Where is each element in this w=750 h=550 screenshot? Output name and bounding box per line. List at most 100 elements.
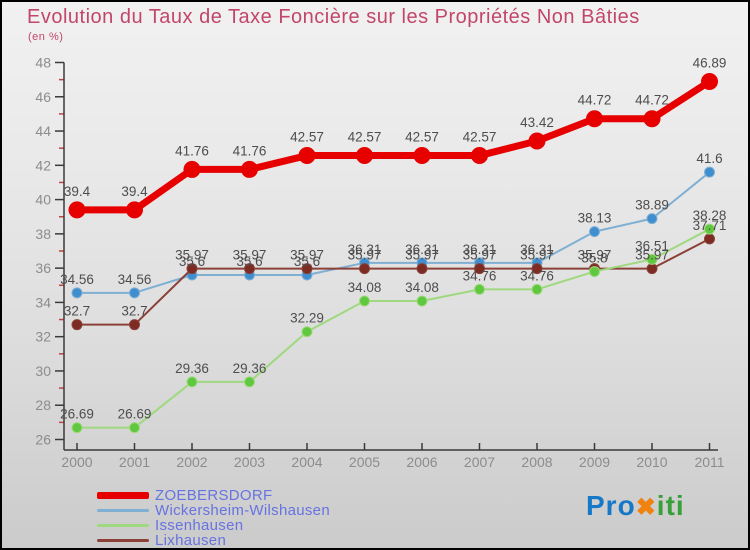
page-title: Evolution du Taux de Taxe Foncière sur l…	[27, 6, 640, 28]
chart-legend: ZOEBERSDORF Wickersheim-Wilshausen Issen…	[97, 488, 330, 548]
y-tick-label: 34	[35, 294, 51, 310]
page-subtitle: (en %)	[28, 31, 64, 43]
data-point	[704, 233, 715, 245]
data-label: 35.97	[290, 248, 324, 263]
data-label: 34.08	[405, 280, 439, 295]
data-point	[301, 263, 313, 275]
data-label: 32.7	[64, 304, 90, 319]
data-label: 36.51	[635, 238, 669, 253]
data-label: 35.97	[405, 248, 439, 263]
data-point	[589, 266, 600, 278]
data-label: 35.97	[635, 248, 669, 263]
logo-text-iti: iti	[656, 490, 685, 521]
data-point	[129, 319, 140, 331]
data-label: 44.72	[578, 93, 612, 108]
data-label: 41.76	[233, 143, 267, 158]
data-point	[298, 147, 316, 165]
data-point	[71, 422, 83, 434]
data-point	[186, 263, 198, 275]
data-point	[359, 263, 370, 275]
x-tick-label: 2001	[119, 454, 150, 470]
x-tick-label: 2010	[636, 454, 667, 470]
x-tick-label: 2003	[234, 454, 265, 470]
data-point	[416, 295, 428, 307]
data-label: 46.89	[693, 56, 727, 71]
proxiti-logo: Pro✖iti	[586, 490, 685, 522]
y-tick-label: 28	[35, 397, 51, 413]
x-tick-label: 2004	[291, 454, 322, 470]
data-label: 35.97	[348, 248, 382, 263]
data-label: 35.97	[175, 248, 209, 263]
y-tick-label: 42	[35, 157, 51, 173]
data-point	[474, 263, 485, 275]
data-point	[646, 263, 658, 275]
data-point	[704, 166, 715, 178]
data-label: 26.69	[118, 407, 152, 422]
y-tick-label: 36	[35, 260, 51, 276]
data-label: 36.31	[405, 242, 439, 257]
data-point	[416, 263, 428, 275]
legend-swatch-green-line	[97, 524, 149, 527]
legend-item-wickersheim-wilshausen: Wickersheim-Wilshausen	[97, 503, 330, 518]
data-point	[71, 287, 83, 299]
data-point	[129, 422, 140, 434]
legend-swatch-red-line	[97, 492, 149, 499]
data-label: 38.89	[635, 198, 669, 213]
legend-item-zoebersdorf: ZOEBERSDORF	[97, 488, 330, 503]
data-point	[531, 263, 543, 275]
x-tick-label: 2007	[464, 454, 495, 470]
data-label: 35.97	[578, 248, 612, 263]
data-point	[646, 213, 658, 225]
legend-label: ZOEBERSDORF	[155, 487, 273, 504]
series-line-issenhausen	[76, 228, 711, 429]
data-label: 44.72	[635, 93, 669, 108]
data-point	[474, 283, 485, 295]
data-label: 26.69	[60, 407, 94, 422]
data-label: 42.57	[463, 130, 497, 145]
data-label: 36.31	[348, 242, 382, 257]
y-tick-label: 40	[35, 192, 51, 208]
data-label: 39.4	[121, 184, 148, 199]
data-label: 36.31	[520, 242, 554, 257]
data-label: 35.6	[179, 254, 205, 269]
data-label: 32.7	[121, 304, 147, 319]
series-line-wickersheim-wilshausen	[76, 171, 711, 294]
data-label: 41.6	[696, 151, 722, 166]
data-point	[586, 110, 603, 128]
data-point	[356, 147, 373, 165]
y-tick-label: 38	[35, 226, 51, 242]
data-label: 42.57	[405, 130, 439, 145]
data-point	[241, 160, 258, 178]
data-point	[71, 319, 83, 331]
data-point	[643, 110, 661, 128]
data-label: 42.57	[348, 130, 382, 145]
x-tick-label: 2009	[579, 454, 610, 470]
data-point	[68, 201, 86, 219]
legend-swatch-blue-line	[97, 509, 149, 512]
data-point	[701, 73, 718, 91]
series-line-zoebersdorf	[73, 78, 713, 214]
data-point	[186, 376, 198, 388]
data-point	[528, 132, 546, 150]
y-tick-label: 32	[35, 329, 51, 345]
legend-label: Lixhausen	[155, 532, 227, 549]
data-point	[183, 160, 201, 178]
data-point	[704, 223, 715, 235]
data-label: 34.76	[463, 268, 497, 283]
data-label: 34.08	[348, 280, 382, 295]
data-point	[471, 147, 488, 165]
data-point	[244, 263, 255, 275]
data-label: 34.56	[60, 272, 94, 287]
data-label: 35.8	[581, 251, 607, 266]
data-point	[589, 226, 600, 238]
data-label: 41.76	[175, 143, 209, 158]
data-label: 35.6	[294, 254, 320, 269]
y-tick-label: 30	[35, 363, 51, 379]
data-label: 34.76	[520, 268, 554, 283]
x-tick-label: 2008	[521, 454, 552, 470]
data-label: 36.31	[463, 242, 497, 257]
x-tick-label: 2011	[694, 454, 724, 470]
legend-swatch-brown-line	[97, 539, 149, 542]
data-point	[646, 253, 658, 265]
data-label: 38.13	[578, 211, 612, 226]
